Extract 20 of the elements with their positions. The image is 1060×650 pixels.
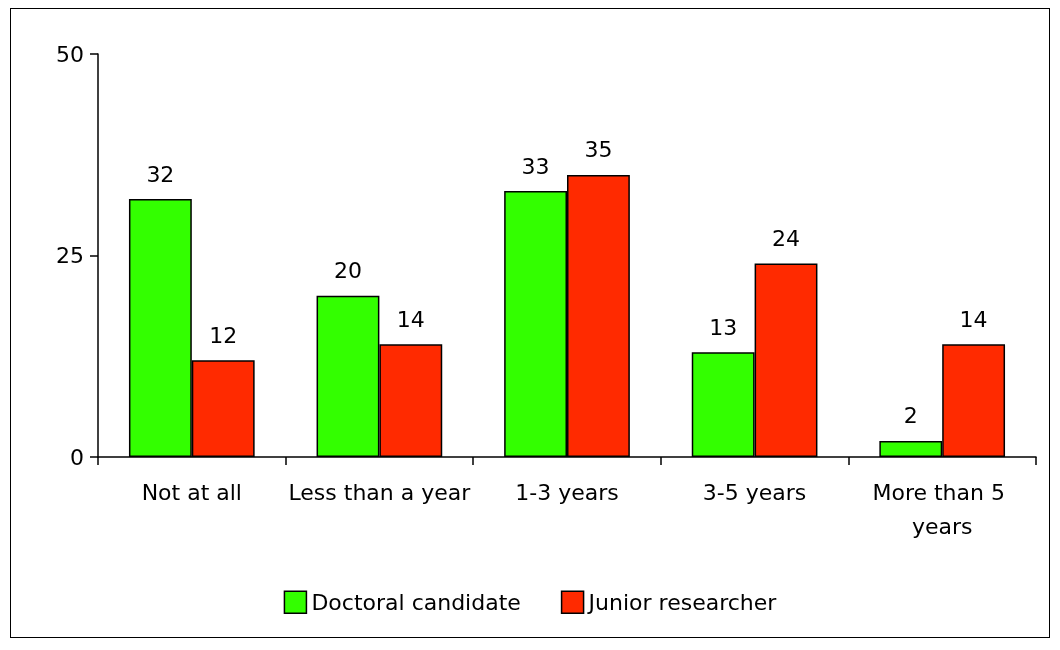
legend-label: Doctoral candidate (311, 589, 521, 615)
y-tick-label: 25 (56, 243, 84, 268)
data-label: 35 (584, 137, 613, 163)
data-label: 13 (709, 314, 738, 340)
data-label: 20 (333, 258, 362, 284)
x-tick-label: Less than a year (288, 479, 472, 505)
legend-label: Junior researcher (586, 589, 778, 615)
y-tick-label: 50 (56, 41, 84, 67)
x-tick-label: Not at all (141, 479, 242, 505)
data-label: 32 (146, 161, 175, 187)
x-tick-label: 1-3 years (515, 479, 619, 505)
y-tick-label: 0 (70, 444, 84, 470)
data-label: 12 (209, 322, 238, 348)
data-label: 24 (772, 226, 801, 252)
data-label: 2 (903, 403, 918, 429)
x-tick-label: 3-5 years (702, 479, 807, 505)
data-label: 33 (521, 153, 550, 179)
x-tick-label: More than 5 years (872, 479, 1012, 539)
data-label: 14 (959, 306, 988, 332)
data-label: 14 (396, 306, 425, 332)
